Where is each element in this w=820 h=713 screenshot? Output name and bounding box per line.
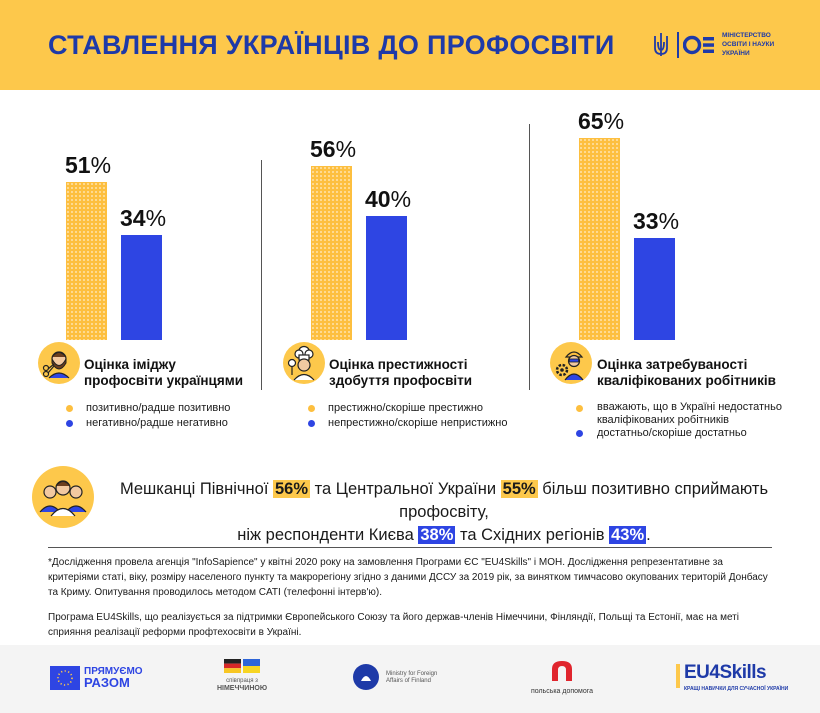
page-title: СТАВЛЕННЯ УКРАЇНЦІВ ДО ПРОФОСВІТИ bbox=[48, 30, 615, 60]
summary-fragment: та Східних регіонів bbox=[455, 526, 610, 544]
panel-title-line: кваліфікованих робітників bbox=[597, 373, 776, 388]
bar-value-unit: % bbox=[603, 108, 625, 134]
eu-slogan-line: ПРЯМУЄМО bbox=[84, 666, 143, 677]
ministry-line-2: ОСВІТИ І НАУКИ bbox=[722, 41, 775, 48]
finland-text-line: Affairs of Finland bbox=[386, 678, 431, 684]
legend-marker-yellow bbox=[308, 405, 315, 412]
partner-logos: ПРЯМУЄМО РАЗОМ співпраця з НІМЕЧЧИНОЮ Mi… bbox=[0, 645, 820, 713]
summary-line-2: ніж респонденти Києва 38% та Східних рег… bbox=[104, 524, 784, 547]
legend-marker-blue bbox=[308, 420, 315, 427]
bar-primary bbox=[311, 166, 352, 340]
germany-text-1: співпраця з bbox=[226, 678, 258, 684]
finland-text-line: Ministry for Foreign bbox=[386, 671, 438, 677]
bar-value-number: 56 bbox=[310, 136, 336, 162]
legend-label: позитивно/радше позитивно bbox=[86, 402, 231, 414]
legend-label: достатньо/скоріше достатньо bbox=[597, 427, 747, 439]
bar-secondary bbox=[634, 238, 675, 340]
legend-marker-blue bbox=[66, 420, 73, 427]
bar-value-label: 40% bbox=[365, 186, 411, 213]
ministry-line-1: МІНІСТЕРСТВО bbox=[722, 32, 771, 39]
legend-label: непрестижно/скоріше непристижно bbox=[328, 417, 508, 429]
chef-icon bbox=[283, 342, 325, 384]
legend-label: негативно/радше негативно bbox=[86, 417, 228, 429]
panel-divider bbox=[529, 124, 530, 390]
summary-fragment: більш позитивно сприймають профосвіту, bbox=[399, 480, 769, 521]
polish-aid-icon bbox=[552, 661, 572, 681]
polish-aid-text: польська допомога bbox=[530, 688, 594, 695]
panel-1-title: Оцінка іміджу профосвіти українцями bbox=[84, 357, 243, 389]
legend-marker-yellow bbox=[576, 405, 583, 412]
summary-line-1: Мешканці Північної 56% та Центральної Ук… bbox=[104, 478, 784, 524]
people-group-icon bbox=[32, 466, 94, 528]
eu4skills-wordmark: EU4Skills bbox=[684, 662, 767, 683]
eu4skills-tagline: КРАЩІ НАВИЧКИ ДЛЯ СУЧАСНОЇ УКРАЇНИ bbox=[684, 686, 789, 692]
summary-fragment: . bbox=[646, 526, 651, 544]
bar-value-unit: % bbox=[145, 205, 167, 231]
eu-logo: ПРЯМУЄМО РАЗОМ bbox=[50, 665, 143, 691]
bar-secondary bbox=[366, 216, 407, 340]
eu-flag-icon bbox=[50, 666, 80, 690]
bar-value-number: 51 bbox=[65, 152, 91, 178]
eu-slogan-line: РАЗОМ bbox=[84, 675, 130, 690]
panel-title-line: здобуття профосвіти bbox=[329, 373, 473, 388]
header: СТАВЛЕННЯ УКРАЇНЦІВ ДО ПРОФОСВІТИ МІНІСТ… bbox=[0, 0, 820, 90]
germany-text-2: НІМЕЧЧИНОЮ bbox=[216, 685, 268, 692]
barber-icon bbox=[38, 342, 80, 384]
bar-value-number: 33 bbox=[633, 208, 659, 234]
bar-value-unit: % bbox=[390, 186, 412, 212]
mon-logo-icon bbox=[683, 35, 714, 55]
bar-value-label: 51% bbox=[65, 152, 111, 179]
summary-fragment: ніж респонденти Києва bbox=[237, 526, 419, 544]
summary-text: Мешканці Північної 56% та Центральної Ук… bbox=[104, 478, 784, 547]
legend-marker-yellow bbox=[66, 405, 73, 412]
finland-text: Ministry for Foreign Affairs of Finland bbox=[386, 671, 437, 685]
kyiv-highlight: 38% bbox=[418, 526, 456, 544]
bar-value-label: 65% bbox=[578, 108, 624, 135]
panel-2-title: Оцінка престижності здобуття профосвіти bbox=[329, 357, 472, 389]
bar-value-number: 40 bbox=[365, 186, 391, 212]
germany-logo: співпраця з НІМЕЧЧИНОЮ bbox=[212, 659, 272, 697]
bar-secondary bbox=[121, 235, 162, 340]
central-highlight: 55% bbox=[500, 480, 538, 498]
bar-value-label: 33% bbox=[633, 208, 679, 235]
section-divider bbox=[48, 547, 772, 548]
ministry-name: МІНІСТЕРСТВО ОСВІТИ І НАУКИ УКРАЇНИ bbox=[722, 31, 792, 58]
bar-value-number: 34 bbox=[120, 205, 146, 231]
germany-ukraine-flags-icon bbox=[224, 659, 260, 673]
ministry-line-3: УКРАЇНИ bbox=[722, 50, 750, 57]
worker-icon bbox=[550, 342, 592, 384]
legend-label: вважають, що в Україні недостатньо квалі… bbox=[597, 401, 782, 426]
bar-value-number: 65 bbox=[578, 108, 604, 134]
north-highlight: 56% bbox=[273, 480, 311, 498]
footnote-program: Програма EU4Skills, що реалізується за п… bbox=[48, 612, 739, 638]
panel-title-line: Оцінка престижності bbox=[329, 357, 468, 372]
summary-fragment: Мешканці Північної bbox=[119, 480, 273, 498]
eu4skills-accent bbox=[676, 664, 680, 688]
bar-value-unit: % bbox=[658, 208, 680, 234]
polish-aid-logo: польська допомога bbox=[530, 659, 594, 697]
bar-primary bbox=[66, 182, 107, 340]
eu4skills-logo: EU4Skills КРАЩІ НАВИЧКИ ДЛЯ СУЧАСНОЇ УКР… bbox=[676, 662, 788, 696]
footnote-methodology: *Дослідження провела агенція "InfoSapien… bbox=[48, 557, 768, 598]
panel-title-line: Оцінка іміджу bbox=[84, 357, 176, 372]
panel-title-line: профосвіти українцями bbox=[84, 373, 244, 388]
bar-value-unit: % bbox=[335, 136, 357, 162]
bar-value-label: 34% bbox=[120, 205, 166, 232]
bar-value-label: 56% bbox=[310, 136, 356, 163]
finland-emblem-icon bbox=[353, 664, 379, 690]
bar-value-unit: % bbox=[90, 152, 112, 178]
panel-divider bbox=[261, 160, 262, 390]
east-highlight: 43% bbox=[609, 526, 647, 544]
finland-logo: Ministry for Foreign Affairs of Finland bbox=[352, 663, 452, 693]
panel-title-line: Оцінка затребуваності bbox=[597, 357, 748, 372]
summary-fragment: та Центральної України bbox=[310, 480, 501, 498]
trident-icon bbox=[654, 33, 668, 56]
legend-label: престижно/скоріше престижно bbox=[328, 402, 484, 414]
bar-primary bbox=[579, 138, 620, 340]
legend-marker-blue bbox=[576, 430, 583, 437]
ministry-logo: МІНІСТЕРСТВО ОСВІТИ І НАУКИ УКРАЇНИ bbox=[652, 30, 792, 62]
eu-slogan: ПРЯМУЄМО РАЗОМ bbox=[84, 666, 143, 690]
ministry-separator bbox=[677, 32, 679, 58]
panel-3-title: Оцінка затребуваності кваліфікованих роб… bbox=[597, 357, 776, 389]
